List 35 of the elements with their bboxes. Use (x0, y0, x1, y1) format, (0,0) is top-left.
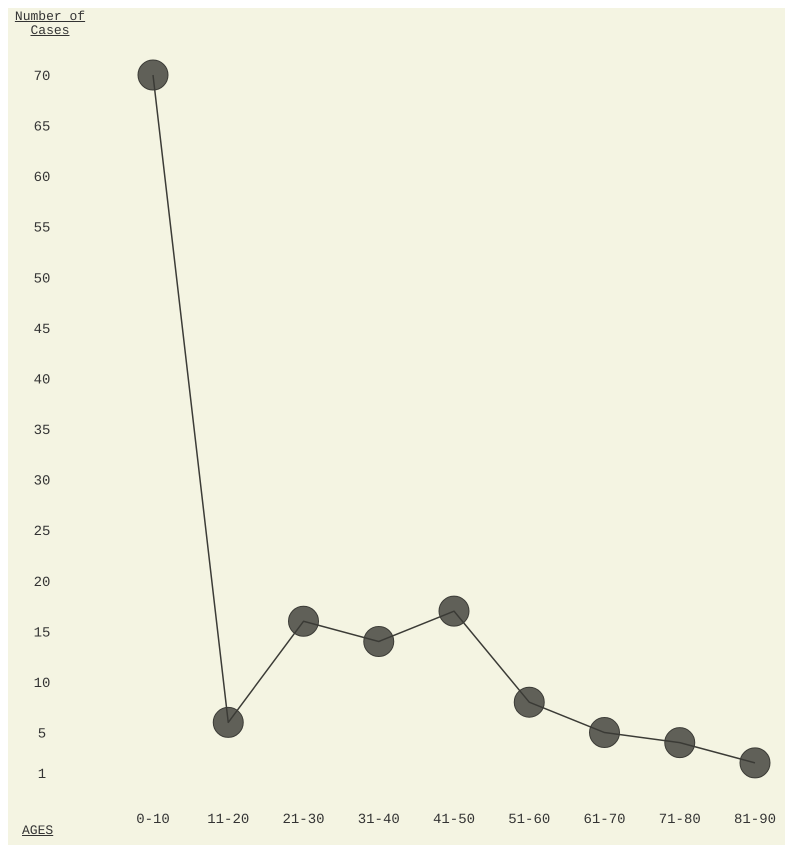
x-axis-title: AGES (22, 823, 54, 838)
x-tick-label: 0-10 (136, 812, 170, 828)
point (438, 596, 470, 627)
x-tick-label: 21-30 (282, 812, 325, 828)
x-tick-label: 61-70 (583, 812, 626, 828)
point (138, 60, 168, 90)
y-tick-label: 5 (38, 726, 46, 743)
y-tick-label: 45 (34, 322, 50, 338)
x-tick-label: 51-60 (508, 812, 550, 828)
point (589, 717, 620, 748)
point (288, 606, 319, 637)
point (212, 706, 244, 738)
point (514, 686, 545, 718)
y-tick-label: 60 (34, 170, 50, 186)
x-tick-label: 81-90 (734, 812, 776, 828)
y-tick-label: 15 (34, 625, 50, 642)
x-tick-label: 41-50 (432, 812, 476, 828)
y-tick-label: 65 (34, 120, 50, 136)
y-tick-label: 10 (34, 676, 50, 692)
y-tick-label: 30 (34, 474, 50, 490)
y-tick-label: 1 (38, 766, 46, 783)
y-tick-label: 20 (34, 574, 50, 591)
point (363, 626, 394, 657)
y-tick-label: 35 (34, 423, 50, 440)
y-tick-label: 25 (34, 524, 50, 540)
y-tick-label: 40 (34, 372, 50, 388)
y-axis-title: Number of Cases (14, 9, 86, 38)
y-tick-label: 50 (34, 271, 50, 288)
x-tick-label: 11-20 (207, 812, 250, 828)
point (740, 747, 770, 778)
x-tick-label: 31-40 (358, 812, 400, 828)
x-tick-label: 71-80 (658, 812, 701, 828)
point (664, 727, 696, 758)
y-tick-label: 55 (34, 220, 50, 237)
y-tick-label: 70 (34, 68, 50, 85)
